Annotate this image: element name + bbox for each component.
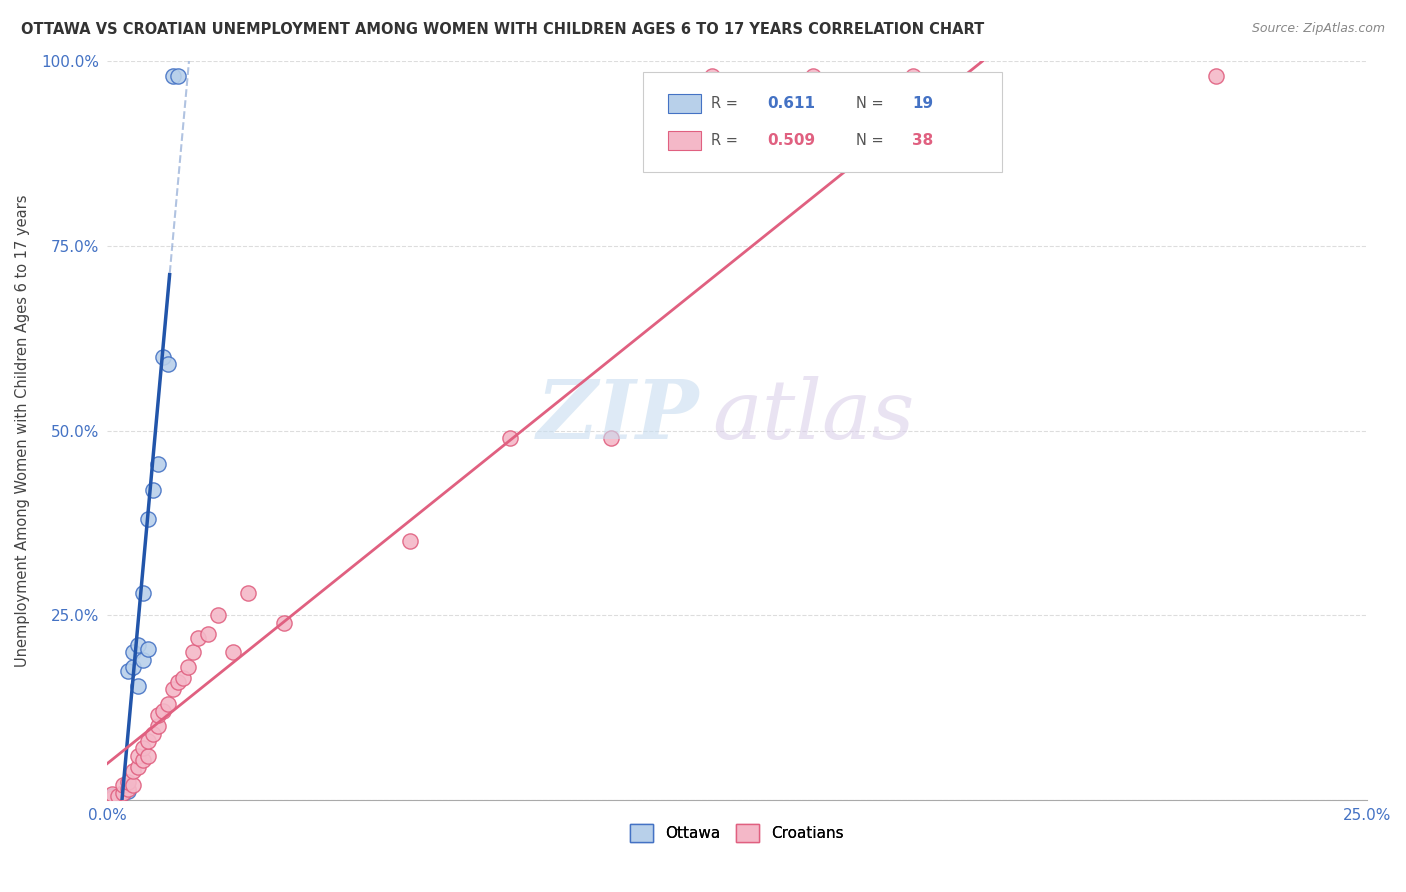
Point <box>127 679 149 693</box>
Point <box>127 638 149 652</box>
Legend: Ottawa, Croatians: Ottawa, Croatians <box>624 818 851 848</box>
Point <box>172 671 194 685</box>
Point <box>121 778 143 792</box>
Point <box>117 664 139 678</box>
Point <box>156 697 179 711</box>
Point <box>181 645 204 659</box>
Point <box>131 752 153 766</box>
Point <box>117 784 139 798</box>
Point <box>167 674 190 689</box>
Point <box>273 615 295 630</box>
Text: 19: 19 <box>912 95 934 111</box>
Point <box>136 734 159 748</box>
Point <box>101 789 124 804</box>
Point <box>222 645 245 659</box>
Point <box>152 350 174 364</box>
Point <box>146 457 169 471</box>
Point <box>187 631 209 645</box>
Point <box>801 69 824 83</box>
Text: N =: N = <box>855 133 883 148</box>
Point <box>162 682 184 697</box>
Point <box>1205 69 1227 83</box>
Point <box>101 791 124 805</box>
Point <box>146 708 169 723</box>
Text: 0.509: 0.509 <box>768 133 815 148</box>
Text: 38: 38 <box>912 133 934 148</box>
Point <box>111 786 134 800</box>
Point <box>136 512 159 526</box>
Point <box>398 534 420 549</box>
Point <box>127 748 149 763</box>
Point <box>152 705 174 719</box>
Point <box>121 660 143 674</box>
Point <box>107 791 129 805</box>
Point <box>207 608 229 623</box>
Point <box>177 660 200 674</box>
Point <box>117 774 139 789</box>
Point <box>903 69 925 83</box>
Text: Source: ZipAtlas.com: Source: ZipAtlas.com <box>1251 22 1385 36</box>
Y-axis label: Unemployment Among Women with Children Ages 6 to 17 years: Unemployment Among Women with Children A… <box>15 194 30 667</box>
Point <box>146 719 169 733</box>
Point <box>600 431 623 445</box>
Text: ZIP: ZIP <box>537 376 699 456</box>
Point <box>131 653 153 667</box>
Point <box>111 778 134 792</box>
Point <box>107 789 129 804</box>
Point <box>700 69 723 83</box>
Point <box>142 726 165 740</box>
Point <box>136 748 159 763</box>
FancyBboxPatch shape <box>668 94 700 113</box>
Point <box>131 586 153 600</box>
Point <box>156 357 179 371</box>
Point <box>167 69 190 83</box>
Text: 0.611: 0.611 <box>768 95 815 111</box>
Point <box>117 782 139 797</box>
Point <box>131 741 153 756</box>
Point <box>127 760 149 774</box>
Point <box>142 483 165 497</box>
Text: atlas: atlas <box>711 376 914 456</box>
Point <box>101 787 124 801</box>
FancyBboxPatch shape <box>643 72 1001 172</box>
Point <box>238 586 260 600</box>
Text: N =: N = <box>855 95 883 111</box>
Point <box>111 786 134 800</box>
Point <box>197 627 219 641</box>
Point <box>121 764 143 778</box>
Text: R =: R = <box>710 95 738 111</box>
Text: R =: R = <box>710 133 738 148</box>
Text: OTTAWA VS CROATIAN UNEMPLOYMENT AMONG WOMEN WITH CHILDREN AGES 6 TO 17 YEARS COR: OTTAWA VS CROATIAN UNEMPLOYMENT AMONG WO… <box>21 22 984 37</box>
Point <box>136 641 159 656</box>
Point <box>162 69 184 83</box>
FancyBboxPatch shape <box>668 130 700 150</box>
Point <box>121 645 143 659</box>
Point <box>499 431 522 445</box>
